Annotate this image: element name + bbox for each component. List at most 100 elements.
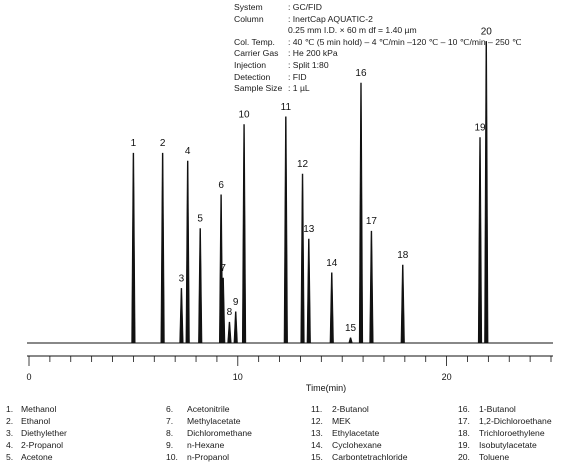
legend-compound-name: n-Hexane xyxy=(187,440,225,450)
legend-compound-name: 2-Butanol xyxy=(332,404,369,414)
x-tick-label: 10 xyxy=(233,372,243,382)
peak-label-4: 4 xyxy=(185,146,191,157)
legend-number: 20. xyxy=(458,452,470,462)
condition-row: Injection : Split 1:80 xyxy=(234,60,522,72)
peak-label-18: 18 xyxy=(397,250,409,261)
legend-number: 3. xyxy=(6,428,14,438)
peak-9 xyxy=(233,311,238,344)
x-tick-label: 0 xyxy=(26,372,31,382)
legend-number: 14. xyxy=(311,440,323,450)
condition-label: Carrier Gas xyxy=(234,48,279,59)
condition-value: : FID xyxy=(288,71,307,82)
analysis-conditions: System : GC/FID Column: InertCap AQUATIC-2… xyxy=(234,2,522,95)
condition-value: : 1 µL xyxy=(288,83,310,94)
peak-1 xyxy=(131,152,136,344)
legend-number: 13. xyxy=(311,428,323,438)
peak-label-10: 10 xyxy=(239,110,251,121)
condition-value: : GC/FID xyxy=(288,2,322,12)
peak-legend: 1. Methanol 2. Ethanol 3. Diethylether 4. 2-Pro… xyxy=(0,403,573,467)
peak-2 xyxy=(160,152,165,344)
x-axis-label: Time(min) xyxy=(306,383,346,393)
peak-20 xyxy=(484,41,489,344)
legend-compound-name: Diethylether xyxy=(21,428,67,438)
peak-label-2: 2 xyxy=(160,138,166,149)
condition-row: Sample Size : 1 µL xyxy=(234,83,522,95)
condition-row: 0.25 mm I.D. × 60 m df = 1.40 µm xyxy=(234,25,522,37)
legend-number: 12. xyxy=(311,416,323,426)
legend-number: 5. xyxy=(6,452,14,462)
legend-item: 13. Ethylacetate xyxy=(311,427,407,439)
condition-label: Injection xyxy=(234,59,267,70)
legend-column: 1. Methanol 2. Ethanol 3. Diethylether 4. 2-Pro… xyxy=(6,403,67,463)
peak-label-16: 16 xyxy=(355,68,367,79)
peak-label-3: 3 xyxy=(179,273,185,284)
legend-number: 19. xyxy=(458,440,470,450)
legend-number: 1. xyxy=(6,404,14,414)
legend-compound-name: 2-Propanol xyxy=(21,440,64,450)
legend-item: 15. Carbontetrachloride xyxy=(311,451,407,463)
peak-7 xyxy=(221,277,226,344)
peak-13 xyxy=(306,238,311,344)
legend-item: 16. 1-Butanol xyxy=(458,403,552,415)
legend-item: 19. Isobutylacetate xyxy=(458,439,552,451)
legend-compound-name: 1-Butanol xyxy=(479,404,516,414)
legend-compound-name: n-Propanol xyxy=(187,452,230,462)
x-tick-label: 20 xyxy=(442,372,452,382)
condition-value: : 40 ℃ (5 min hold) – 4 ℃/min –120 ℃ – 1… xyxy=(288,36,522,47)
legend-compound-name: Carbontetrachloride xyxy=(332,452,408,462)
legend-compound-name: Methanol xyxy=(21,404,57,414)
peak-11 xyxy=(283,116,288,344)
legend-number: 2. xyxy=(6,416,14,426)
peak-label-14: 14 xyxy=(326,258,338,269)
legend-column: 11. 2-Butanol 12. MEK 13. Ethylacetate 14. Cycl… xyxy=(311,403,407,463)
legend-item: 5. Acetone xyxy=(6,451,67,463)
peak-17 xyxy=(369,230,374,344)
condition-label: Detection xyxy=(234,71,271,82)
legend-compound-name: Trichloroethylene xyxy=(479,428,545,438)
legend-compound-name: Ethylacetate xyxy=(332,428,380,438)
condition-value: : He 200 kPa xyxy=(288,48,338,59)
condition-value: : Split 1:80 xyxy=(288,59,329,70)
legend-item: 10. n-Propanol xyxy=(166,451,252,463)
legend-item: 6. Acetonitrile xyxy=(166,403,252,415)
peak-label-20: 20 xyxy=(481,26,493,37)
peak-label-8: 8 xyxy=(227,307,233,318)
condition-label: Sample Size xyxy=(234,83,283,94)
legend-compound-name: Isobutylacetate xyxy=(479,440,537,450)
peak-label-9: 9 xyxy=(233,297,239,308)
peak-label-12: 12 xyxy=(297,159,309,170)
legend-item: 2. Ethanol xyxy=(6,415,67,427)
legend-number: 10. xyxy=(166,452,178,462)
legend-item: 7. Methylacetate xyxy=(166,415,252,427)
condition-row: Detection : FID xyxy=(234,72,522,84)
peak-18 xyxy=(400,264,405,344)
legend-number: 16. xyxy=(458,404,470,414)
legend-item: 14. Cyclohexane xyxy=(311,439,407,451)
legend-column: 6. Acetonitrile 7. Methylacetate 8. Dichlorom… xyxy=(166,403,252,463)
condition-row: Column: InertCap AQUATIC-2 xyxy=(234,14,522,26)
legend-item: 17. 1,2-Dichloroethane xyxy=(458,415,552,427)
peak-10 xyxy=(241,124,247,344)
peak-label-13: 13 xyxy=(303,224,315,235)
peak-14 xyxy=(329,272,334,344)
legend-compound-name: Acetone xyxy=(21,452,53,462)
peak-16 xyxy=(358,82,364,344)
legend-column: 16. 1-Butanol 17. 1,2-Dichloroethane 18. Tric… xyxy=(458,403,552,463)
peak-4 xyxy=(185,160,190,344)
legend-item: 8. Dichloromethane xyxy=(166,427,252,439)
condition-label: Column xyxy=(234,13,264,24)
legend-item: 4. 2-Propanol xyxy=(6,439,67,451)
condition-label: System xyxy=(234,2,263,12)
legend-compound-name: Dichloromethane xyxy=(187,428,252,438)
condition-row: Carrier Gas : He 200 kPa xyxy=(234,48,522,60)
legend-number: 17. xyxy=(458,416,470,426)
peak-label-5: 5 xyxy=(197,214,203,225)
legend-number: 8. xyxy=(166,428,174,438)
legend-number: 15. xyxy=(311,452,323,462)
legend-item: 18. Trichloroethylene xyxy=(458,427,552,439)
legend-item: 12. MEK xyxy=(311,415,407,427)
peak-8 xyxy=(227,321,232,344)
peak-label-19: 19 xyxy=(474,123,486,134)
legend-compound-name: MEK xyxy=(332,416,351,426)
